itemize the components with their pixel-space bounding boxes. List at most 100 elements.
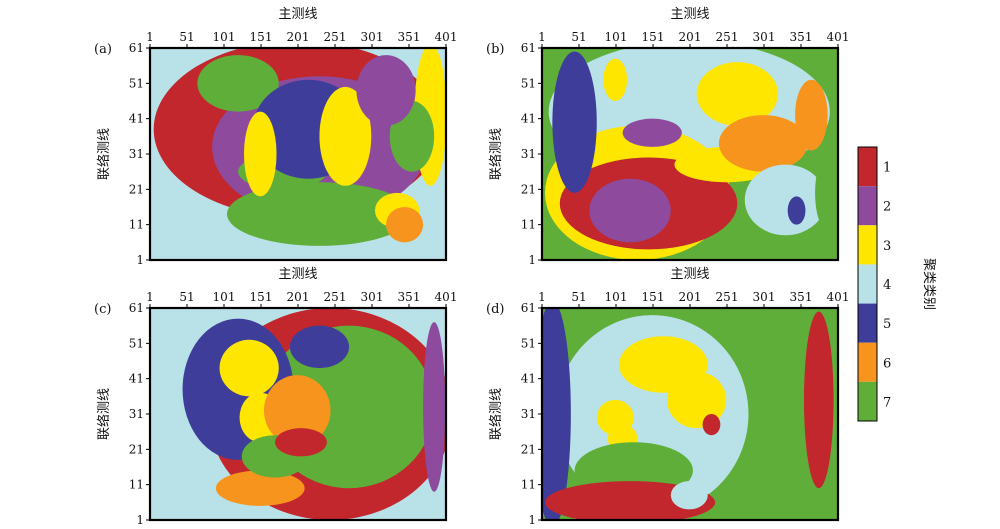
x-tick-label: 301 bbox=[361, 290, 384, 304]
region-class-7 bbox=[815, 157, 838, 229]
y-tick-label: 1 bbox=[528, 513, 536, 527]
region-class-1 bbox=[702, 414, 721, 436]
y-tick-label: 11 bbox=[129, 218, 144, 232]
region-class-7 bbox=[197, 55, 279, 112]
y-tick-label: 41 bbox=[521, 372, 536, 386]
legend-label: 5 bbox=[883, 317, 891, 332]
x-axis-title: 主测线 bbox=[278, 267, 317, 282]
x-tick-label: 151 bbox=[642, 290, 665, 304]
panel-4: 1 51 101 151 201 251 301 351 4011112131415161主测线… bbox=[486, 267, 849, 527]
y-tick-label: 21 bbox=[521, 442, 536, 456]
region-class-3 bbox=[696, 62, 779, 126]
x-tick-label: 351 bbox=[790, 30, 813, 44]
x-tick-label: 1 bbox=[146, 290, 154, 304]
x-tick-label: 251 bbox=[716, 290, 739, 304]
y-tick-label: 51 bbox=[129, 76, 144, 90]
x-tick-label: 51 bbox=[571, 30, 586, 44]
x-tick-label: 151 bbox=[642, 30, 665, 44]
panel-label: (a) bbox=[94, 42, 112, 57]
legend-label: 3 bbox=[883, 239, 891, 254]
region-class-6 bbox=[215, 470, 305, 506]
x-tick-label: 351 bbox=[790, 290, 813, 304]
x-tick-label: 251 bbox=[324, 30, 347, 44]
region-class-1 bbox=[275, 428, 327, 457]
y-tick-label: 51 bbox=[521, 336, 536, 350]
y-axis-title: 联络测线 bbox=[96, 388, 112, 440]
legend-label: 6 bbox=[883, 356, 891, 371]
legend-swatch-7 bbox=[858, 381, 877, 421]
region-class-2 bbox=[356, 55, 416, 126]
panel-label: (b) bbox=[486, 42, 504, 57]
region-class-3 bbox=[667, 371, 727, 429]
region-class-6 bbox=[795, 79, 828, 151]
heatmap-area bbox=[150, 308, 446, 520]
x-tick-label: 51 bbox=[179, 290, 194, 304]
y-tick-label: 1 bbox=[136, 253, 144, 267]
legend-swatch-3 bbox=[858, 225, 877, 265]
x-tick-label: 251 bbox=[324, 290, 347, 304]
legend-label: 1 bbox=[883, 161, 891, 176]
y-tick-label: 31 bbox=[521, 407, 536, 421]
legend: 1 2 3 4 5 6 7 聚类类别 bbox=[857, 146, 936, 422]
panel-label: (d) bbox=[486, 302, 504, 317]
x-tick-label: 101 bbox=[213, 290, 236, 304]
x-tick-label: 1 bbox=[538, 30, 546, 44]
x-axis-title: 主测线 bbox=[670, 7, 709, 22]
y-axis-title: 联络测线 bbox=[488, 128, 504, 180]
legend-swatch-2 bbox=[858, 186, 877, 226]
region-class-5 bbox=[787, 196, 806, 225]
x-tick-label: 1 bbox=[146, 30, 154, 44]
region-class-4 bbox=[744, 164, 827, 236]
x-tick-label: 1 bbox=[538, 290, 546, 304]
legend-swatch-1 bbox=[858, 147, 877, 187]
x-tick-label: 401 bbox=[827, 290, 850, 304]
legend-label: 2 bbox=[883, 200, 891, 215]
region-class-1 bbox=[803, 311, 834, 489]
region-class-6 bbox=[718, 115, 808, 172]
x-tick-label: 401 bbox=[435, 290, 458, 304]
y-tick-label: 21 bbox=[129, 442, 144, 456]
region-class-5 bbox=[542, 308, 571, 520]
y-tick-label: 11 bbox=[521, 478, 536, 492]
region-class-2 bbox=[622, 118, 682, 147]
x-tick-label: 151 bbox=[250, 30, 273, 44]
x-tick-label: 301 bbox=[753, 30, 776, 44]
panel-label: (c) bbox=[94, 302, 111, 317]
x-axis-title: 主测线 bbox=[278, 7, 317, 22]
legend-swatch-6 bbox=[858, 342, 877, 382]
x-tick-label: 101 bbox=[605, 30, 628, 44]
y-tick-label: 31 bbox=[129, 147, 144, 161]
region-class-3 bbox=[219, 339, 279, 397]
x-tick-label: 301 bbox=[753, 290, 776, 304]
y-tick-label: 41 bbox=[129, 112, 144, 126]
x-tick-label: 401 bbox=[827, 30, 850, 44]
legend-label: 4 bbox=[883, 278, 891, 293]
region-class-7 bbox=[226, 182, 412, 246]
y-tick-label: 11 bbox=[129, 478, 144, 492]
legend-frame bbox=[857, 146, 878, 422]
y-tick-label: 1 bbox=[136, 513, 144, 527]
panel-3: 1 51 101 151 201 251 301 351 4011112131415161主测线… bbox=[94, 267, 457, 527]
y-tick-label: 61 bbox=[129, 41, 144, 55]
x-tick-label: 301 bbox=[361, 30, 384, 44]
y-tick-label: 51 bbox=[521, 76, 536, 90]
y-axis-title: 联络测线 bbox=[96, 128, 112, 180]
y-tick-label: 61 bbox=[521, 301, 536, 315]
x-tick-label: 51 bbox=[571, 290, 586, 304]
region-class-5 bbox=[552, 51, 597, 193]
region-class-5 bbox=[289, 325, 350, 369]
region-class-6 bbox=[386, 207, 424, 243]
x-tick-label: 201 bbox=[287, 290, 310, 304]
panel-2: 1 51 101 151 201 251 301 351 4011112131415161主测线… bbox=[486, 7, 849, 267]
y-tick-label: 21 bbox=[129, 182, 144, 196]
legend-title: 聚类类别 bbox=[921, 258, 936, 310]
region-class-6 bbox=[263, 375, 331, 446]
x-tick-label: 351 bbox=[398, 30, 421, 44]
region-class-3 bbox=[319, 86, 372, 186]
y-tick-label: 31 bbox=[521, 147, 536, 161]
x-tick-label: 401 bbox=[435, 30, 458, 44]
y-tick-label: 41 bbox=[129, 372, 144, 386]
y-tick-label: 41 bbox=[521, 112, 536, 126]
legend-label: 7 bbox=[883, 395, 891, 410]
